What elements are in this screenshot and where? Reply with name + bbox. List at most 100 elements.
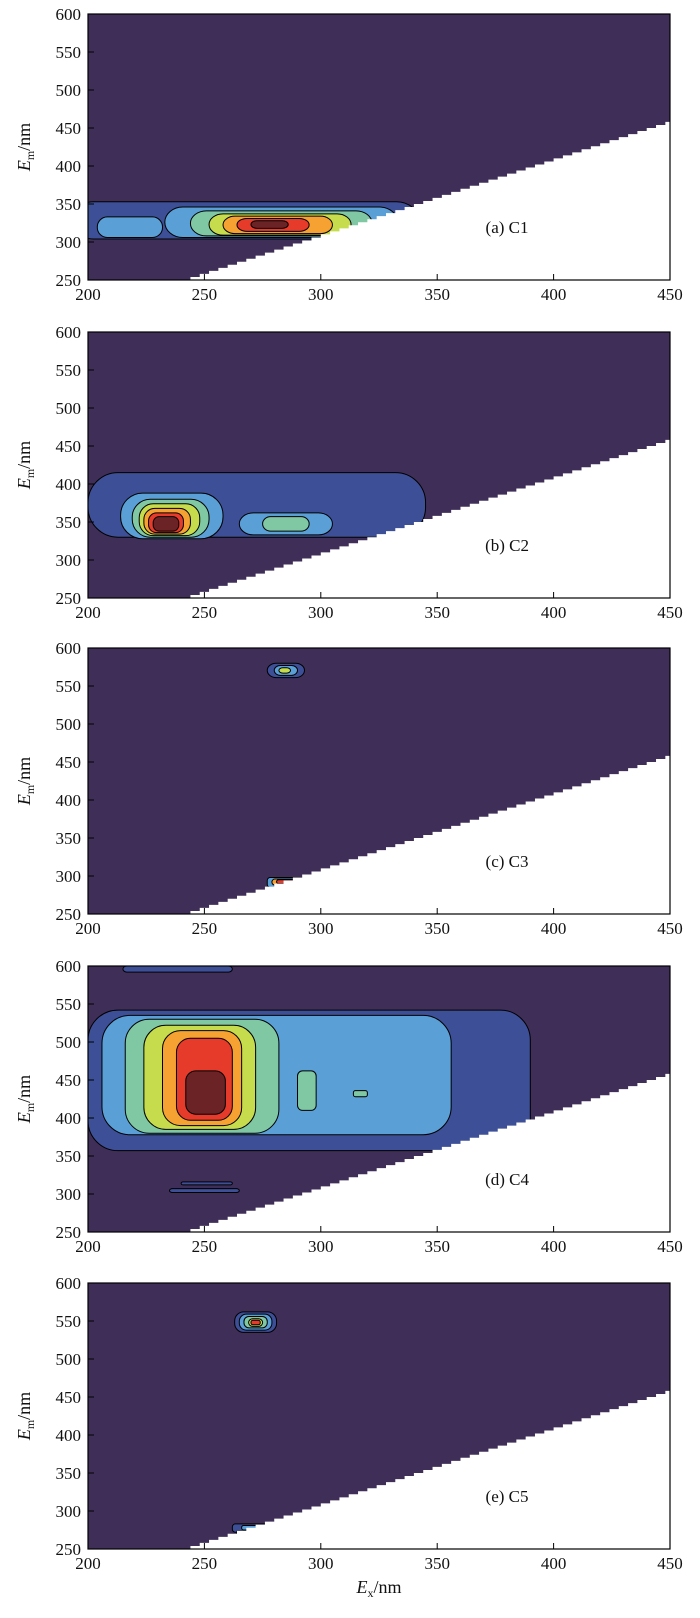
- y-tick-label: 400: [56, 791, 82, 810]
- plot-frame: [87, 331, 671, 599]
- y-tick-label: 500: [56, 1350, 82, 1369]
- x-tick-label: 300: [308, 919, 334, 938]
- x-tick-label: 250: [192, 919, 218, 938]
- c4-contour-top-strip: [122, 966, 233, 973]
- x-axis-label: Ex/nm: [355, 1577, 401, 1600]
- c4-contour-low-strip-a: [168, 1188, 240, 1193]
- y-axis-label: Em/nm: [14, 1075, 37, 1124]
- x-tick-label: 300: [308, 285, 334, 304]
- x-tick-label: 200: [75, 285, 101, 304]
- plot-area: [88, 1283, 670, 1549]
- plot-frame: [87, 647, 671, 915]
- y-tick-label: 250: [56, 1540, 82, 1559]
- eem-panel-2: 200 250 300 350 400 4502503003504004505005506…: [14, 323, 683, 622]
- y-axis-label: Em/nm: [14, 441, 37, 490]
- y-tick-label: 550: [56, 995, 82, 1014]
- x-tick-label: 450: [657, 1554, 683, 1573]
- y-tick-label: 500: [56, 715, 82, 734]
- y-tick-label: 600: [56, 323, 82, 342]
- c4-contour-small-island: [352, 1090, 368, 1098]
- y-tick-label: 450: [56, 1388, 82, 1407]
- c5-contour-top-peak: [250, 1319, 261, 1326]
- y-tick-label: 450: [56, 119, 82, 138]
- panel-label: (e) C5: [486, 1487, 529, 1506]
- c1-contour-left-inner: [96, 216, 163, 238]
- c4-contour-mid-island: [297, 1070, 317, 1111]
- x-tick-label: 250: [192, 285, 218, 304]
- c4-contour-low-strip-b: [180, 1181, 233, 1186]
- x-tick-label: 450: [657, 603, 683, 622]
- plot-area: [88, 14, 670, 280]
- eem-panel-4: 200 250 300 350 400 4502503003504004505005506…: [14, 957, 683, 1256]
- plot-frame: [87, 965, 671, 1233]
- rayleigh-scatter-blank: [181, 1390, 670, 1549]
- y-tick-label: 550: [56, 43, 82, 62]
- y-tick-label: 300: [56, 551, 82, 570]
- plot-area: [88, 332, 670, 598]
- eem-panel-3: 200 250 300 350 400 4502503003504004505005506…: [14, 639, 683, 938]
- x-tick-label: 250: [192, 1237, 218, 1256]
- panel-label: (c) C3: [486, 852, 529, 871]
- y-tick-label: 300: [56, 867, 82, 886]
- x-tick-label: 350: [424, 1237, 450, 1256]
- y-tick-label: 550: [56, 677, 82, 696]
- c2-contour-right-peak: [262, 516, 310, 532]
- y-tick-label: 600: [56, 957, 82, 976]
- x-tick-label: 350: [424, 919, 450, 938]
- x-tick-label: 300: [308, 1554, 334, 1573]
- y-tick-label: 350: [56, 513, 82, 532]
- c1-contour-peak: [250, 220, 289, 229]
- rayleigh-scatter-blank: [181, 121, 670, 280]
- eem-panel-1: 200 250 300 350 400 4502503003504004505005506…: [14, 5, 683, 304]
- x-tick-label: 450: [657, 919, 683, 938]
- panel-label: (b) C2: [485, 536, 529, 555]
- y-tick-label: 250: [56, 589, 82, 608]
- plot-area: [88, 966, 670, 1232]
- x-tick-label: 400: [541, 919, 567, 938]
- x-tick-label: 450: [657, 285, 683, 304]
- y-tick-label: 550: [56, 361, 82, 380]
- panel-label: (d) C4: [485, 1170, 529, 1189]
- y-tick-label: 250: [56, 1223, 82, 1242]
- x-tick-label: 400: [541, 1237, 567, 1256]
- y-tick-label: 300: [56, 1185, 82, 1204]
- y-tick-label: 400: [56, 475, 82, 494]
- x-tick-label: 200: [75, 919, 101, 938]
- x-tick-label: 400: [541, 285, 567, 304]
- y-axis-label: Em/nm: [14, 757, 37, 806]
- rayleigh-scatter-blank: [181, 755, 670, 914]
- y-tick-label: 400: [56, 1426, 82, 1445]
- x-tick-label: 350: [424, 603, 450, 622]
- c4-contour-peak: [185, 1070, 226, 1115]
- x-tick-label: 450: [657, 1237, 683, 1256]
- x-tick-label: 400: [541, 1554, 567, 1573]
- plot-frame: [87, 13, 671, 281]
- y-tick-label: 250: [56, 905, 82, 924]
- y-tick-label: 250: [56, 271, 82, 290]
- y-axis-label: Em/nm: [14, 1392, 37, 1441]
- y-tick-label: 600: [56, 5, 82, 24]
- plot-area: [88, 648, 670, 914]
- plot-frame: [87, 1282, 671, 1550]
- y-tick-label: 300: [56, 1502, 82, 1521]
- x-tick-label: 400: [541, 603, 567, 622]
- c3-contour-top-peak: [278, 667, 292, 674]
- y-tick-label: 600: [56, 1274, 82, 1293]
- c2-contour-peak: [152, 516, 180, 532]
- y-tick-label: 500: [56, 81, 82, 100]
- y-tick-label: 350: [56, 1464, 82, 1483]
- rayleigh-scatter-blank: [181, 439, 670, 598]
- eem-panel-5: 200 250 300 350 400 4502503003504004505005506…: [14, 1274, 683, 1600]
- y-tick-label: 450: [56, 753, 82, 772]
- rayleigh-scatter-blank: [181, 1073, 670, 1232]
- y-tick-label: 350: [56, 1147, 82, 1166]
- y-tick-label: 300: [56, 233, 82, 252]
- y-tick-label: 450: [56, 1071, 82, 1090]
- y-tick-label: 550: [56, 1312, 82, 1331]
- y-tick-label: 400: [56, 157, 82, 176]
- panel-label: (a) C1: [486, 218, 529, 237]
- y-tick-label: 500: [56, 1033, 82, 1052]
- x-tick-label: 250: [192, 1554, 218, 1573]
- x-tick-label: 250: [192, 603, 218, 622]
